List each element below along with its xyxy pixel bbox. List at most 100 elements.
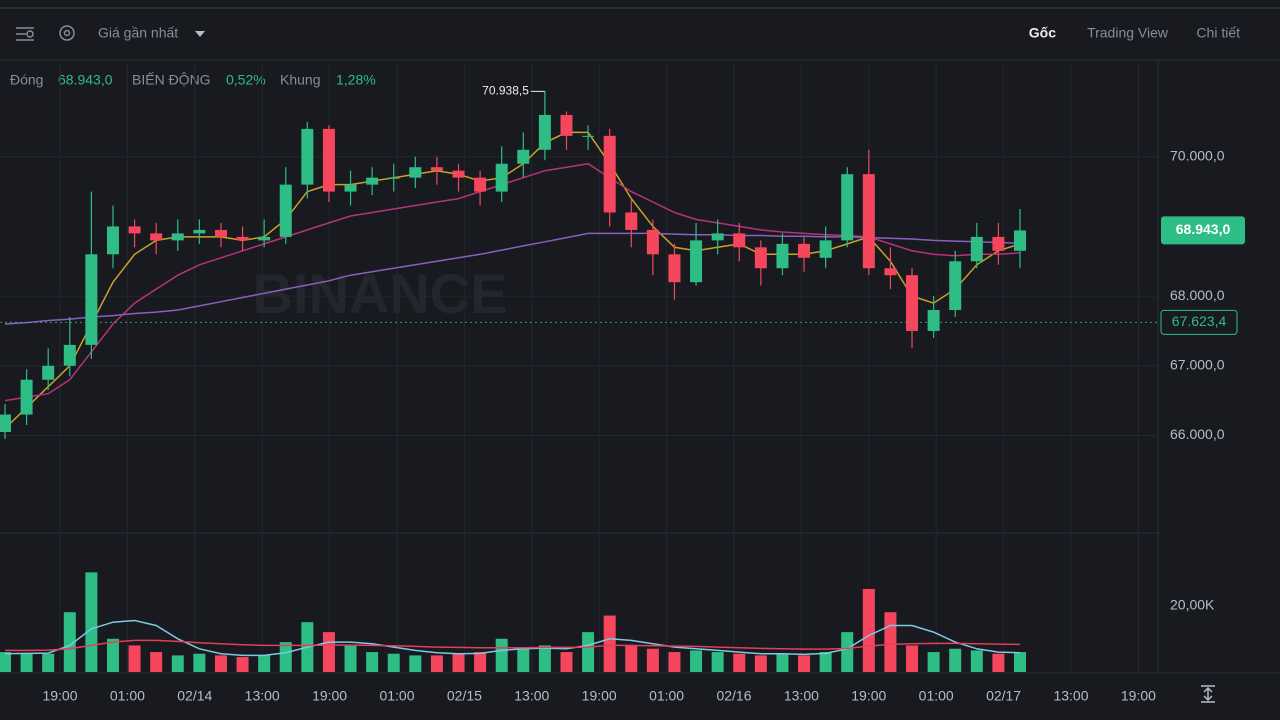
dropdown-arrow[interactable] (195, 31, 205, 37)
candle-body (301, 128, 314, 185)
tab[interactable]: Trading View (1087, 25, 1169, 41)
volume-bar (85, 572, 98, 672)
volume-bar (430, 655, 443, 672)
candle-body (776, 243, 789, 269)
volume-bar (733, 653, 746, 672)
candle-body (754, 247, 767, 269)
y-tick-label: 67.000,0 (1170, 356, 1225, 372)
volume-bar (193, 653, 206, 672)
last-price-tag (1161, 216, 1245, 245)
volume-bar (582, 632, 595, 672)
volume-bar (236, 657, 249, 672)
volume-bar (214, 655, 227, 672)
candle-body (538, 114, 551, 150)
volume-bar (603, 615, 616, 672)
candle-body (85, 254, 98, 345)
candle-body (258, 236, 271, 241)
candle-body (711, 233, 724, 241)
candle-body (474, 177, 487, 192)
candle-body (1014, 230, 1026, 251)
price-type-dropdown[interactable]: Giá gần nhất (98, 25, 178, 41)
volume-bar (841, 632, 854, 672)
volume-bar (711, 652, 724, 672)
volume-bar (106, 638, 119, 672)
x-tick-label: 19:00 (1121, 688, 1156, 704)
stat-label: Khung (280, 72, 320, 88)
candle-body (668, 254, 681, 283)
candle-body (819, 240, 832, 258)
volume-bar (884, 612, 897, 672)
volume-bar (42, 653, 55, 672)
volume-bar (906, 645, 919, 672)
x-tick-label: 01:00 (919, 688, 954, 704)
stat-value: 1,28% (336, 72, 376, 88)
candle-body (603, 135, 616, 213)
x-tick-label: 02/17 (986, 688, 1021, 704)
y-tick-label: 68.000,0 (1170, 287, 1225, 303)
candle-body (63, 344, 76, 366)
candle-body (927, 310, 940, 331)
indicator-icon[interactable] (16, 27, 34, 41)
candle-body (387, 177, 400, 179)
volume-bar (1014, 652, 1026, 672)
settings-icon[interactable] (59, 25, 75, 41)
x-tick-label: 01:00 (110, 688, 145, 704)
tab[interactable]: Gốc (1029, 25, 1056, 41)
volume-bar (0, 652, 11, 672)
candle-body (366, 177, 379, 185)
candle-body (236, 236, 249, 241)
x-tick-label: 01:00 (649, 688, 684, 704)
candle-body (214, 229, 227, 237)
candle-body (517, 149, 530, 164)
volume-bar (63, 612, 76, 672)
candle-body (841, 174, 854, 241)
volume-bar (668, 652, 681, 672)
volume-ma-line (4, 619, 1021, 657)
x-tick-label: 19:00 (851, 688, 886, 704)
candle-body (733, 233, 746, 248)
candle-body (625, 212, 638, 230)
candle-body (193, 229, 206, 234)
candle-body (279, 184, 292, 237)
volume-bar (128, 645, 141, 672)
stat-value: 0,52% (226, 72, 266, 88)
tab[interactable]: Chi tiết (1196, 25, 1240, 41)
stat-value: 68.943,0 (58, 72, 113, 88)
candle-body (906, 275, 919, 331)
candle-body (862, 174, 875, 269)
candle-body (322, 128, 335, 192)
volume-bar (344, 645, 357, 672)
volume-bar (798, 655, 811, 672)
candle-body (20, 379, 33, 415)
x-tick-label: 13:00 (245, 688, 280, 704)
volume-bar (927, 652, 940, 672)
candle-body (106, 226, 119, 255)
volume-bar (992, 653, 1005, 672)
volume-bar (949, 648, 962, 672)
volume-bar (517, 648, 530, 672)
candle-body (949, 261, 962, 311)
volume-bar (646, 648, 659, 672)
scale-icon[interactable] (1201, 685, 1215, 703)
volume-bar (625, 645, 638, 672)
candle-body (495, 163, 508, 192)
last-price-label: 68.943,0 (1176, 221, 1231, 237)
candle-body (430, 167, 443, 171)
candle-body (970, 236, 983, 262)
x-tick-label: 13:00 (514, 688, 549, 704)
volume-bar (754, 655, 767, 672)
volume-bar (538, 645, 551, 672)
candle-body (42, 365, 55, 380)
candle-body (0, 414, 11, 432)
volume-bar (690, 650, 703, 672)
stat-label: Đóng (10, 72, 43, 88)
volume-bar (970, 650, 983, 672)
x-tick-label: 13:00 (1053, 688, 1088, 704)
candle-body (690, 240, 703, 283)
volume-bar (171, 655, 184, 672)
volume-bar (322, 632, 335, 672)
candle-body (150, 233, 163, 241)
